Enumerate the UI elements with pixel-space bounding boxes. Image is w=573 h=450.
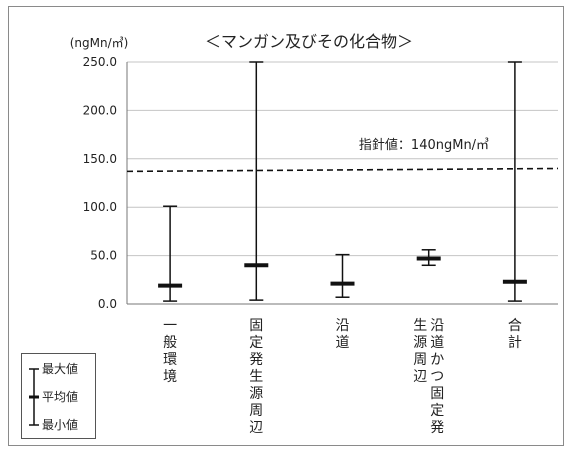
- reference-line: [126, 167, 559, 173]
- category-label-char: 辺: [249, 420, 263, 436]
- y-tick-label: 100.0: [83, 200, 117, 214]
- category-label-char: 定: [249, 335, 263, 351]
- y-tick-labels: 0.0 50.0 100.0 150.0 200.0 250.0: [83, 55, 117, 311]
- category-label-char: 辺: [413, 369, 427, 385]
- y-tick-label: 150.0: [83, 152, 117, 166]
- reference-line-label: 指針値：140ngMn/㎥: [359, 137, 489, 153]
- category-label-char: 合: [508, 318, 522, 334]
- legend-max-label: 最大値: [42, 362, 79, 376]
- range-bars: [158, 61, 527, 302]
- category-label-char: 源: [413, 335, 427, 351]
- category-label-char: 道: [430, 335, 444, 351]
- category-label-char: 定: [430, 403, 444, 419]
- range-chart: ＜マンガン及びその化合物＞ (ngMn/㎥) 0.0 50.0 100.0 150.0…: [70, 32, 559, 436]
- category-label-char: つ: [430, 369, 444, 385]
- legend-range-symbol: [29, 368, 39, 426]
- category-label-char: 計: [508, 335, 522, 351]
- category-label-char: 沿: [430, 318, 444, 334]
- category-label-char: 沿: [336, 318, 350, 334]
- category-label-char: 生: [249, 369, 263, 385]
- y-tick-label: 200.0: [83, 103, 117, 117]
- category-label-char: 周: [249, 403, 263, 419]
- legend: 最大値 平均値 最小値: [21, 353, 96, 439]
- category-label: 沿道: [336, 318, 350, 351]
- category-label-char: 般: [163, 335, 177, 351]
- y-tick-label: 250.0: [83, 55, 117, 69]
- legend-min-label: 最小値: [42, 418, 79, 432]
- chart-title: ＜マンガン及びその化合物＞: [205, 32, 413, 51]
- category-label-char: 固: [430, 386, 444, 402]
- category-label-char: 境: [163, 369, 177, 385]
- category-label-char: 発: [249, 352, 263, 368]
- category-label-char: 発: [430, 420, 444, 436]
- category-label-char: か: [430, 352, 444, 368]
- category-label-char: 環: [163, 352, 177, 368]
- y-axis-unit-label: (ngMn/㎥): [70, 36, 129, 50]
- category-label: 合計: [508, 318, 522, 351]
- reference-line-group: 指針値：140ngMn/㎥: [126, 137, 559, 173]
- grid-lines: [126, 61, 558, 305]
- category-label-char: 一: [163, 318, 177, 334]
- category-label-char: 固: [249, 318, 263, 334]
- y-tick-label: 0.0: [98, 297, 117, 311]
- legend-mean-label: 平均値: [42, 390, 79, 404]
- category-label-char: 源: [249, 386, 263, 402]
- category-label-char: 生: [413, 318, 427, 334]
- y-tick-label: 50.0: [90, 249, 117, 263]
- chart-frame: ＜マンガン及びその化合物＞ (ngMn/㎥) 0.0 50.0 100.0 150.0…: [8, 6, 564, 446]
- category-label-char: 道: [336, 335, 350, 351]
- category-label-char: 周: [413, 352, 427, 368]
